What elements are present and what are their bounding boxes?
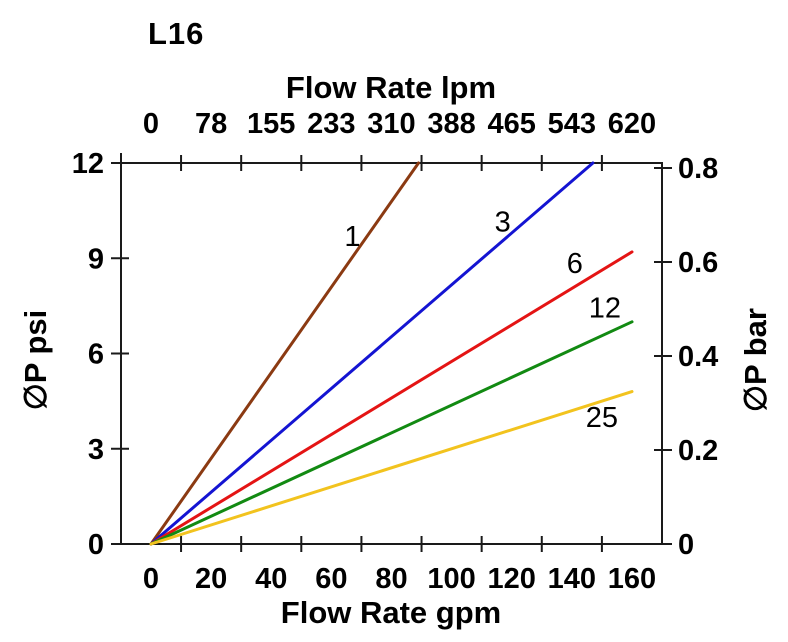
top-axis-tick-label: 543 xyxy=(548,108,596,140)
top-axis-tick-label: 233 xyxy=(307,108,355,140)
right-axis-tick-label: 0.8 xyxy=(678,153,718,185)
bottom-axis-tick-label: 0 xyxy=(143,563,159,595)
left-axis-tick-label: 9 xyxy=(88,243,104,275)
right-axis-tick-label: 0.2 xyxy=(678,435,718,467)
series-label-25: 25 xyxy=(586,402,618,434)
series-label-3: 3 xyxy=(495,207,511,239)
left-axis-tick-label: 12 xyxy=(72,148,104,180)
series-label-12: 12 xyxy=(589,292,621,324)
bottom-axis-tick-label: 60 xyxy=(315,563,347,595)
right-axis-title: ∅P bar xyxy=(738,308,773,412)
series-line-6 xyxy=(149,250,634,546)
series-line-3 xyxy=(149,161,595,546)
series-line-25 xyxy=(149,390,634,546)
left-axis-tick-label: 6 xyxy=(88,339,104,371)
series-line-12 xyxy=(149,320,634,546)
bottom-axis-tick-label: 20 xyxy=(195,563,227,595)
top-axis-tick-label: 388 xyxy=(427,108,475,140)
left-axis-tick-label: 3 xyxy=(88,434,104,466)
chart-title: L16 xyxy=(148,16,205,51)
bottom-axis-tick-label: 120 xyxy=(488,563,536,595)
top-axis-tick-label: 310 xyxy=(367,108,415,140)
series-label-1: 1 xyxy=(344,221,360,253)
bottom-axis-tick-label: 40 xyxy=(255,563,287,595)
right-axis-tick-label: 0.4 xyxy=(678,341,718,373)
left-axis-title: ∅P psi xyxy=(18,309,53,411)
top-axis-tick-label: 78 xyxy=(195,108,227,140)
left-axis-tick-label: 0 xyxy=(88,529,104,561)
top-axis-tick-label: 0 xyxy=(143,108,159,140)
bottom-axis-title: Flow Rate gpm xyxy=(280,595,502,630)
top-axis-tick-label: 465 xyxy=(488,108,536,140)
right-axis-tick-label: 0.6 xyxy=(678,247,718,279)
top-axis-tick-label: 155 xyxy=(247,108,295,140)
series-label-6: 6 xyxy=(567,248,583,280)
bottom-axis-tick-label: 80 xyxy=(375,563,407,595)
top-axis-tick-label: 620 xyxy=(608,108,656,140)
bottom-axis-tick-label: 140 xyxy=(548,563,596,595)
series-line-1 xyxy=(149,161,420,546)
bottom-axis-tick-label: 160 xyxy=(608,563,656,595)
top-axis-title: Flow Rate lpm xyxy=(285,70,497,105)
plot-frame xyxy=(120,162,663,545)
right-axis-tick-label: 0 xyxy=(678,529,694,561)
bottom-axis-tick-label: 100 xyxy=(427,563,475,595)
